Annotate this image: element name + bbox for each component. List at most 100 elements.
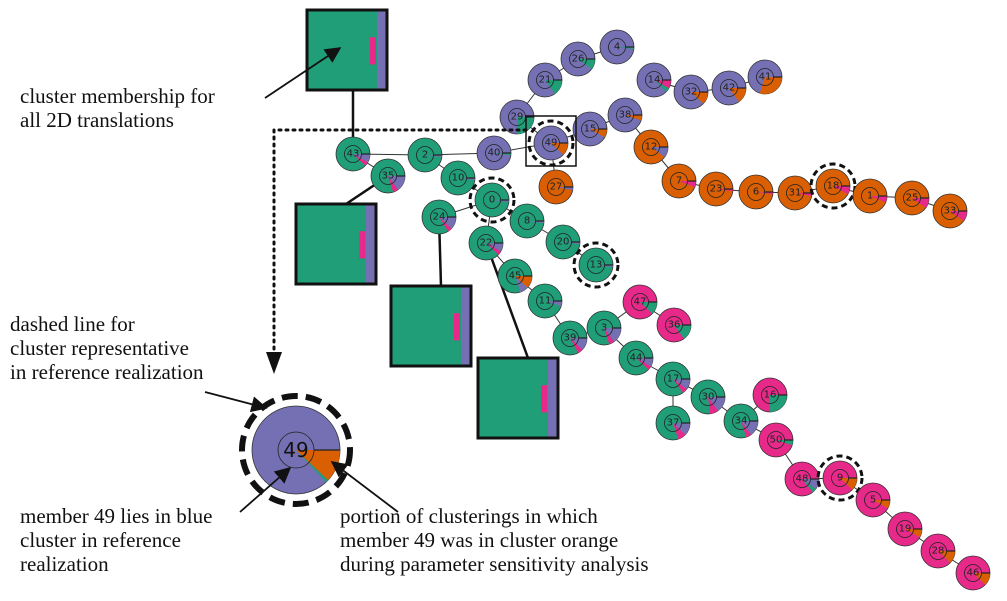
membership-wedge (674, 325, 691, 339)
cluster-node-8: 8 (509, 203, 545, 239)
membership-wedge (759, 77, 782, 94)
cluster-node-14: 14 (636, 62, 672, 98)
membership-wedge (673, 379, 690, 389)
annotation-arrows (204, 47, 528, 513)
node-label: 12 (645, 142, 658, 153)
cluster-node-5: 5 (855, 482, 891, 518)
membership-wedge (708, 397, 718, 414)
membership-wedge (388, 176, 405, 190)
node-label: 43 (347, 149, 360, 160)
node-label: 44 (630, 353, 643, 364)
membership-wedge (353, 154, 368, 166)
thumbnails-layer (294, 8, 560, 440)
node-label: 16 (764, 390, 777, 401)
node-label: 47 (634, 297, 647, 308)
annotation-membership: cluster membership for all 2D translatio… (20, 84, 215, 132)
node-label: 1 (867, 191, 873, 202)
representative-dashed-ring (468, 176, 516, 224)
cluster-node-18: 18 (809, 162, 857, 210)
representative-dashed-ring (816, 454, 864, 502)
representative-dashed-ring (239, 393, 353, 507)
membership-wedge (545, 80, 562, 94)
membership-wedge (654, 80, 671, 89)
cluster-node-39: 39 (552, 320, 588, 356)
cluster-node-40: 40 (476, 135, 512, 171)
node-label: 42 (723, 83, 736, 94)
cluster-node-28: 28 (920, 533, 956, 569)
cluster-node-36: 36 (656, 307, 692, 343)
cluster-node-32: 32 (673, 74, 709, 110)
cluster-node-20: 20 (545, 224, 581, 260)
thumbnail-blue-strip (366, 204, 376, 284)
node-49-highlight-box (525, 115, 577, 167)
node-label: 14 (648, 75, 661, 86)
cluster-node-23: 23 (698, 171, 734, 207)
node-label: 15 (584, 124, 597, 135)
cluster-node-46: 46 (955, 555, 991, 591)
membership-wedge (439, 217, 452, 232)
node-label: 18 (827, 181, 840, 192)
cluster-node-38: 38 (607, 97, 643, 133)
translation-thumbnail (476, 356, 560, 440)
cluster-node-10: 10 (440, 160, 476, 196)
node-label: 10 (452, 173, 465, 184)
cluster-node-16: 16 (752, 377, 788, 413)
membership-wedge (640, 302, 657, 314)
membership-wedge (741, 421, 751, 438)
cluster-node-15: 15 (572, 111, 608, 147)
membership-wedge (439, 217, 456, 229)
node-label: 36 (668, 320, 681, 331)
cluster-node-22: 22 (468, 225, 504, 261)
node-label: 19 (899, 524, 912, 535)
membership-wedge (950, 211, 967, 221)
node-label: 48 (796, 474, 809, 485)
node-label: 7 (676, 176, 682, 187)
node-label: 45 (509, 271, 522, 282)
thumbnail-frame (389, 284, 473, 368)
membership-wedge (912, 198, 929, 208)
membership-wedge (973, 573, 990, 585)
node-label: 5 (870, 495, 876, 506)
thumbnail-frame (305, 8, 389, 92)
cluster-node-11: 11 (527, 283, 563, 319)
cluster-node-21: 21 (527, 62, 563, 98)
membership-wedge (770, 395, 787, 412)
node-label: 26 (572, 54, 585, 65)
cluster-node-4: 4 (599, 29, 635, 65)
membership-wedge (870, 196, 887, 203)
membership-arrow (264, 47, 342, 99)
membership-wedge (590, 129, 607, 138)
membership-wedge (905, 529, 922, 538)
node-label: 25 (906, 193, 919, 204)
annotation-dashed-line: dashed line for cluster representative i… (10, 312, 204, 384)
membership-wedge (551, 143, 568, 155)
thumbnail-pink-bar (541, 385, 547, 413)
representative-dashed-ring (809, 162, 857, 210)
cluster-node-19: 19 (887, 511, 923, 547)
membership-wedge (353, 154, 370, 163)
representative-dashed-ring (572, 241, 620, 289)
dashed-line-arrow (204, 391, 268, 413)
annotation-portion: portion of clusterings in which member 4… (340, 504, 649, 576)
node-label: 3 (601, 323, 607, 334)
membership-wedge (673, 379, 687, 393)
node-label: 37 (667, 418, 680, 429)
membership-wedge (515, 276, 528, 293)
cluster-node-6: 6 (738, 174, 774, 210)
membership-wedge (654, 80, 669, 92)
cluster-node-35: 35 (370, 158, 406, 194)
node-label: 9 (837, 473, 843, 484)
node-label: 2 (422, 150, 428, 161)
cluster-node-3: 3 (586, 310, 622, 346)
cluster-node-41: 41 (747, 59, 783, 95)
cluster-node-49: 49 (527, 119, 575, 167)
thumbnail-blue-strip (377, 10, 387, 90)
membership-wedge (636, 358, 653, 367)
node-label: 33 (944, 206, 957, 217)
node-label: 38 (619, 110, 632, 121)
membership-wedge (741, 421, 758, 435)
legend-node: 49 (239, 393, 353, 507)
cluster-node-50: 50 (758, 422, 794, 458)
membership-wedge (673, 423, 690, 435)
node-label: 22 (480, 238, 493, 249)
